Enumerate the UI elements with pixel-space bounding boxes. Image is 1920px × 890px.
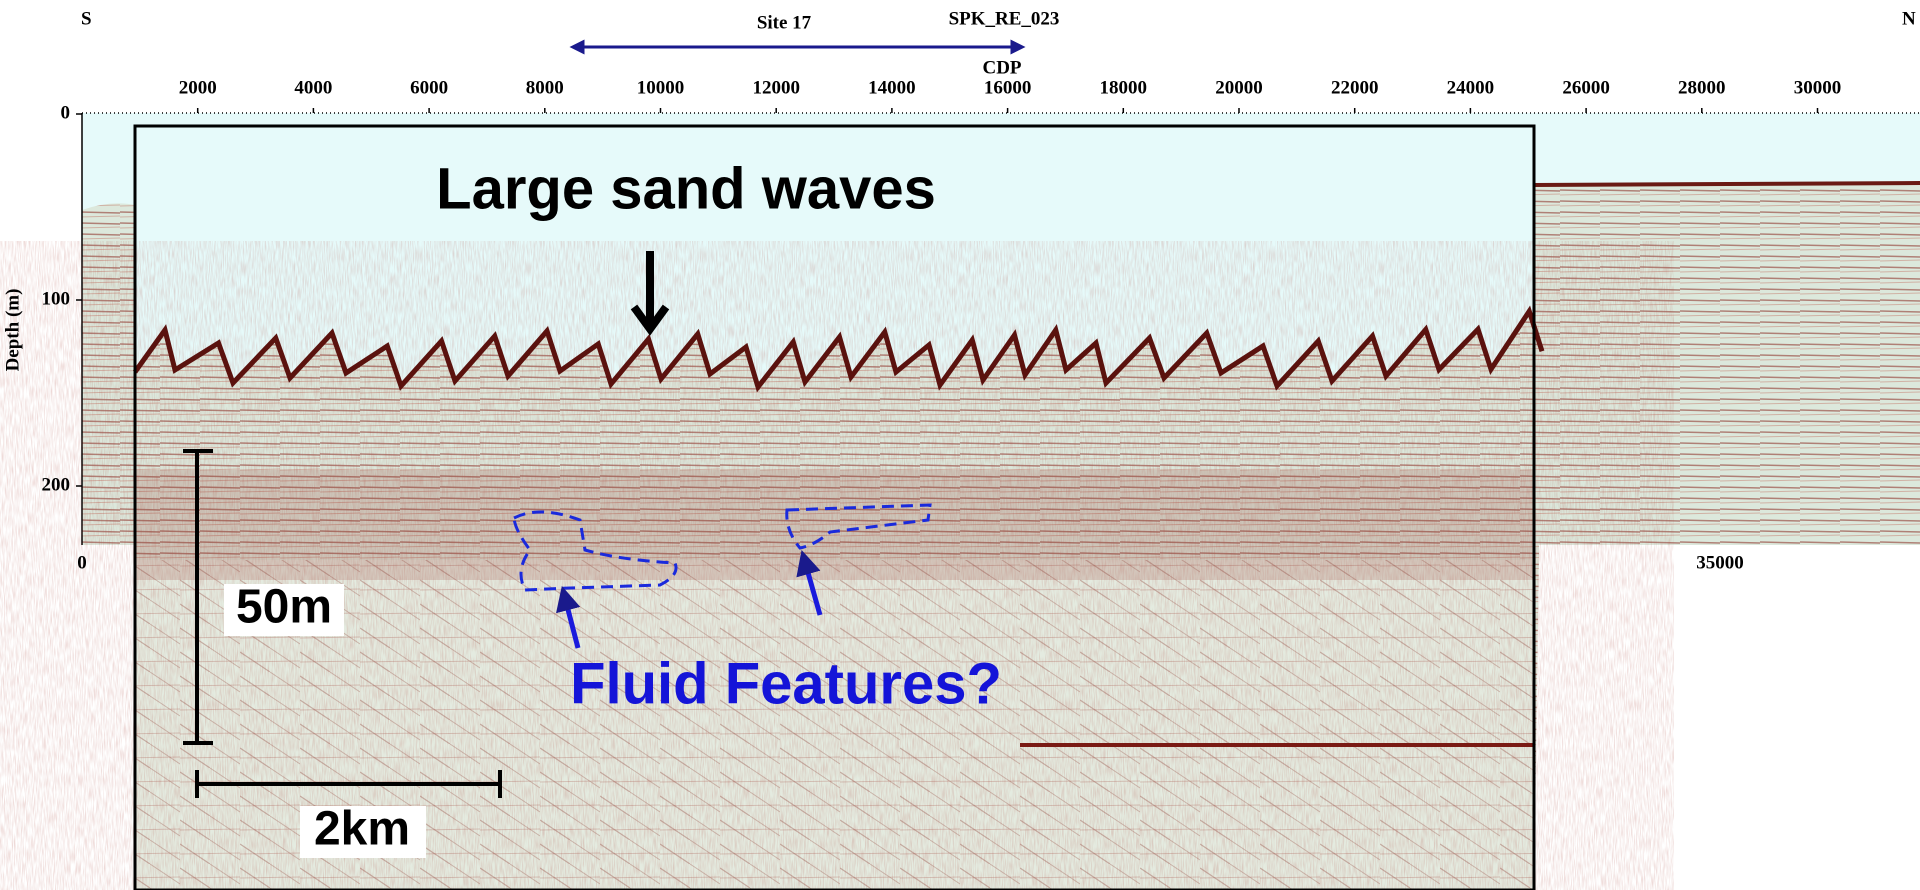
cdp-tick-label: 20000 bbox=[1215, 77, 1263, 98]
direction-left: S bbox=[81, 8, 92, 29]
axis-label: CDP bbox=[982, 57, 1021, 78]
line-label: SPK_RE_023 bbox=[949, 8, 1060, 29]
cdp-tick-label: 26000 bbox=[1562, 77, 1610, 98]
cdp-tick-label: 8000 bbox=[526, 77, 564, 98]
depth-tick-label: 0 bbox=[61, 102, 71, 123]
inset-section: Large sand waves Fluid Features? 50m 2km bbox=[135, 126, 1542, 890]
site-label: Site 17 bbox=[757, 12, 812, 33]
cdp-tick-label: 14000 bbox=[868, 77, 916, 98]
cdp-tick-label: 4000 bbox=[294, 77, 332, 98]
annotation-title: Large sand waves bbox=[436, 156, 936, 221]
horizontal-scale-label: 2km bbox=[314, 803, 410, 856]
depth-tick-label: 200 bbox=[42, 474, 71, 495]
annotation-fluid: Fluid Features? bbox=[570, 651, 1002, 716]
figure: Large sand waves Fluid Features? 50m 2km… bbox=[0, 0, 1920, 890]
depth-tick-label: 100 bbox=[42, 288, 71, 309]
depth-axis-label: Depth (m) bbox=[2, 289, 23, 372]
cdp-tick-label: 16000 bbox=[984, 77, 1032, 98]
bottom-tick-label: 0 bbox=[77, 552, 87, 573]
cdp-tick-label: 28000 bbox=[1678, 77, 1726, 98]
cdp-tick-label: 18000 bbox=[1100, 77, 1148, 98]
bottom-tick-label: 35000 bbox=[1696, 552, 1744, 573]
cdp-tick-label: 22000 bbox=[1331, 77, 1379, 98]
vertical-scale-label: 50m bbox=[236, 581, 332, 634]
cdp-tick-label: 30000 bbox=[1794, 77, 1842, 98]
direction-right: N bbox=[1902, 8, 1916, 29]
cdp-tick-label: 2000 bbox=[179, 77, 217, 98]
cdp-tick-label: 10000 bbox=[637, 77, 685, 98]
cdp-tick-label: 24000 bbox=[1447, 77, 1495, 98]
cdp-tick-label: 12000 bbox=[752, 77, 800, 98]
cdp-tick-label: 6000 bbox=[410, 77, 448, 98]
